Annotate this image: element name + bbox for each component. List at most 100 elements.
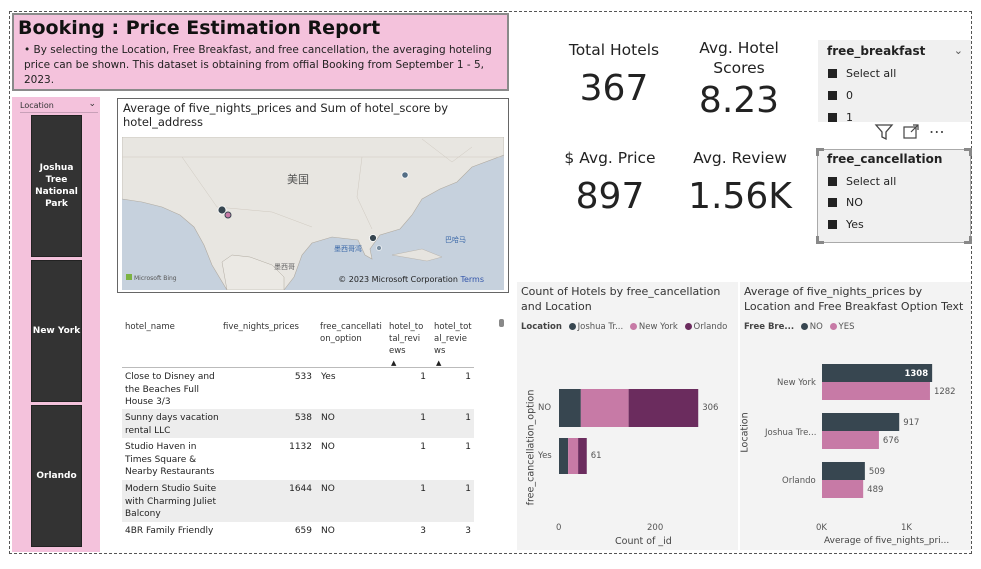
cell-price: 1644: [289, 484, 312, 494]
location-tile-new-york[interactable]: New York: [31, 260, 82, 402]
resize-handle[interactable]: [964, 236, 972, 244]
bar-joshua-yes[interactable]: [822, 431, 879, 449]
map-visual[interactable]: Average of five_nights_prices and Sum of…: [117, 98, 509, 293]
table-row[interactable]: Modern Studio Suite with Charming Juliet…: [122, 480, 474, 522]
bar-no-series-2[interactable]: [628, 389, 699, 427]
cell-price: 1132: [289, 442, 312, 452]
bar-new-yes[interactable]: [822, 382, 930, 400]
kpi-total-hotels: Total Hotels 367: [556, 40, 672, 109]
kpi-label: Avg. Hotel Scores: [699, 39, 779, 77]
bar-yes-series-0[interactable]: [559, 438, 569, 474]
kpi-value: 897: [575, 176, 645, 217]
data-label: 1282: [934, 387, 956, 397]
slicer-option-1[interactable]: 1: [828, 111, 853, 124]
checkbox-icon[interactable]: [828, 69, 837, 78]
location-slicer: Location ⌄ Joshua Tree National Park New…: [12, 97, 100, 552]
checkbox-icon[interactable]: [828, 220, 837, 229]
table-row[interactable]: Studio Haven in Times Square & Nearby Re…: [122, 438, 474, 480]
legend-item-newyork[interactable]: New York: [638, 322, 678, 332]
column-header-free-cancellation[interactable]: free_cancellation_option: [320, 322, 382, 344]
legend-item-yes[interactable]: YES: [838, 322, 855, 332]
category-label-joshua-tree: Joshua Tre...: [765, 428, 817, 438]
bar-new-no[interactable]: [822, 364, 933, 382]
column-header-five-nights-prices[interactable]: five_nights_prices: [223, 322, 299, 332]
table-row[interactable]: Close to Disney and the Beaches Full Hou…: [122, 368, 474, 409]
cell-reviews-2: 1: [465, 413, 471, 423]
slicer-option-no[interactable]: NO: [828, 196, 863, 209]
bar-no-series-0[interactable]: [559, 389, 581, 427]
option-label: NO: [846, 196, 863, 209]
data-label: 489: [867, 485, 883, 495]
price-breakfast-chart[interactable]: Average of five_nights_prices by Locatio…: [740, 282, 971, 550]
cell-reviews-1: 1: [420, 413, 426, 423]
bar-orlando-no[interactable]: [822, 462, 865, 480]
cell-price: 533: [294, 372, 312, 382]
location-tile-orlando[interactable]: Orlando: [31, 405, 82, 547]
cell-price: 538: [294, 413, 312, 423]
bar-yes-series-2[interactable]: [578, 438, 587, 474]
legend-dot-newyork: [629, 323, 637, 330]
cell-hotel-name: Sunny days vacation rental LLC: [125, 413, 219, 436]
selection-frame: [816, 148, 972, 244]
location-slicer-header[interactable]: Location ⌄: [20, 99, 98, 113]
table-scrollbar[interactable]: [499, 319, 504, 327]
checkbox-icon[interactable]: [828, 198, 837, 207]
cell-hotel-name: Studio Haven in Times Square & Nearby Re…: [125, 442, 215, 477]
cancellation-location-chart[interactable]: Count of Hotels by free_cancellation and…: [517, 282, 738, 550]
data-label: 676: [883, 436, 899, 446]
focus-mode-icon[interactable]: [902, 124, 924, 145]
category-label-new-york: New York: [777, 378, 816, 388]
more-options-icon[interactable]: ⋯: [928, 122, 945, 141]
bar-joshua-no[interactable]: [822, 413, 900, 431]
legend-item-joshua[interactable]: Joshua Tr...: [577, 322, 624, 332]
terms-link[interactable]: Terms: [460, 275, 484, 284]
location-tile-label: Orlando: [36, 471, 77, 481]
data-label: 1308: [904, 369, 928, 379]
bar-no-series-1[interactable]: [580, 389, 629, 427]
chevron-down-icon[interactable]: ⌄: [88, 99, 96, 109]
map-title: Average of five_nights_prices and Sum of…: [123, 101, 449, 129]
column-header-hotel-name[interactable]: hotel_name: [125, 322, 175, 332]
table-row[interactable]: Sunny days vacation rental LLC 538 NO 1 …: [122, 409, 474, 438]
checkbox-icon[interactable]: [828, 91, 837, 100]
checkbox-icon[interactable]: [828, 113, 837, 122]
resize-handle[interactable]: [816, 148, 824, 156]
legend-item-no[interactable]: NO: [809, 322, 823, 332]
slicer-option-yes[interactable]: Yes: [828, 218, 864, 231]
report-description: • By selecting the Location, Free Breakf…: [24, 44, 492, 86]
column-header-total-reviews-2[interactable]: hotel_total_reviews: [434, 322, 472, 356]
slicer-option-select-all[interactable]: Select all: [828, 67, 896, 80]
checkbox-icon[interactable]: [828, 177, 837, 186]
map-area[interactable]: 美国 墨西哥 墨西哥湾 巴哈马 Microsoft Bing © 2023 Mi…: [122, 137, 504, 290]
bar-yes-series-1[interactable]: [568, 438, 579, 474]
column-header-total-reviews-1[interactable]: hotel_total_reviews: [389, 322, 424, 356]
kpi-avg-hotel-scores: Avg. Hotel Scores 8.23: [680, 38, 798, 121]
filter-icon[interactable]: [874, 124, 898, 145]
bing-label: Microsoft Bing: [134, 275, 177, 282]
data-label: 917: [903, 418, 919, 428]
kpi-value: 367: [579, 68, 649, 109]
option-label: Yes: [846, 218, 864, 231]
kpi-avg-review: Avg. Review 1.56K: [680, 148, 800, 217]
map-copyright: © 2023 Microsoft Corporation Terms: [338, 275, 484, 284]
table-row[interactable]: 4BR Family Friendly 659 NO 3 3: [122, 522, 474, 538]
resize-handle[interactable]: [964, 148, 972, 156]
legend-item-orlando[interactable]: Orlando: [693, 322, 728, 332]
option-label: Select all: [846, 175, 897, 188]
chevron-down-icon[interactable]: ⌄: [953, 44, 963, 57]
option-label: Select all: [846, 67, 897, 80]
resize-handle[interactable]: [816, 236, 824, 244]
cell-reviews-1: 1: [420, 372, 426, 382]
cell-reviews-1: 1: [420, 484, 426, 494]
sort-desc-icon[interactable]: ▲: [436, 359, 442, 367]
sort-desc-icon[interactable]: ▲: [391, 359, 397, 367]
bar-orlando-yes[interactable]: [822, 480, 864, 498]
legend-dot-orlando: [684, 323, 692, 330]
cell-cancellation: NO: [321, 526, 335, 536]
map-svg: [122, 137, 504, 290]
cell-price: 659: [294, 526, 312, 536]
slicer-option-0[interactable]: 0: [828, 89, 853, 102]
x-tick-0k: 0K: [816, 523, 827, 533]
slicer-option-select-all[interactable]: Select all: [828, 175, 896, 188]
location-tile-joshua-tree[interactable]: Joshua Tree National Park: [31, 115, 82, 257]
